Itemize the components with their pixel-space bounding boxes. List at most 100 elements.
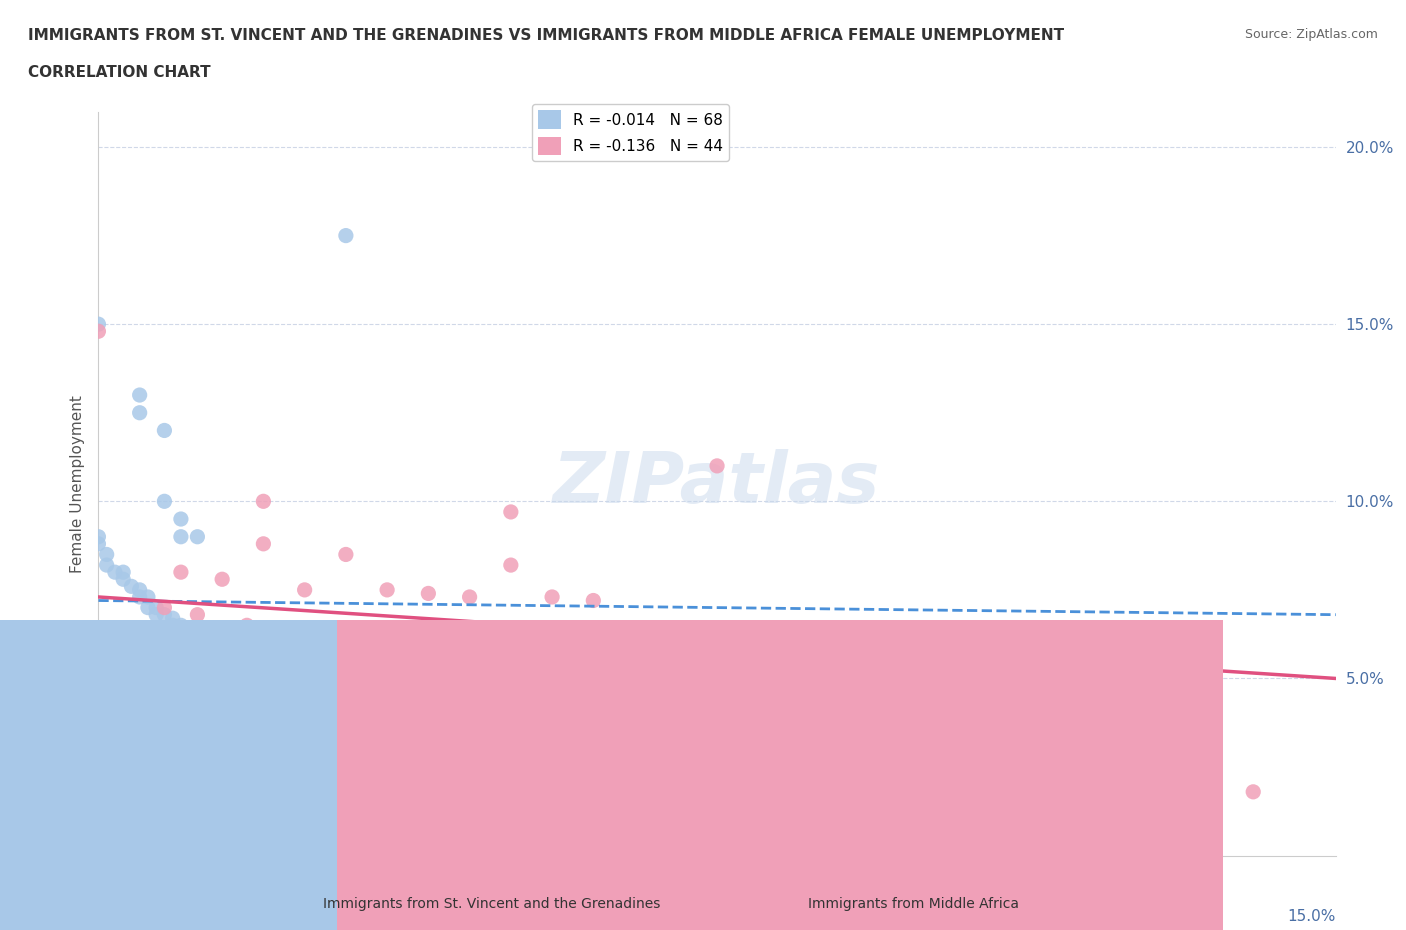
Text: 0.0%: 0.0% — [98, 909, 138, 923]
Immigrants from Middle Africa — [912, 692, 935, 707]
Immigrants from St. Vincent and the Grenadines — [260, 650, 283, 665]
Immigrants from Middle Africa — [318, 635, 340, 650]
Immigrants from Middle Africa — [252, 537, 274, 551]
Immigrants from St. Vincent and the Grenadines — [162, 735, 184, 750]
Immigrants from Middle Africa — [294, 582, 316, 597]
Immigrants from St. Vincent and the Grenadines — [87, 317, 110, 332]
Immigrants from St. Vincent and the Grenadines — [170, 529, 193, 544]
Immigrants from Middle Africa — [236, 618, 259, 632]
Immigrants from St. Vincent and the Grenadines — [277, 653, 299, 668]
Immigrants from St. Vincent and the Grenadines — [375, 664, 398, 679]
Immigrants from Middle Africa — [352, 643, 374, 658]
Immigrants from St. Vincent and the Grenadines — [335, 228, 357, 243]
Immigrants from St. Vincent and the Grenadines — [87, 537, 110, 551]
Immigrants from St. Vincent and the Grenadines — [128, 590, 150, 604]
Immigrants from Middle Africa — [211, 572, 233, 587]
Immigrants from Middle Africa — [1077, 671, 1099, 686]
Immigrants from St. Vincent and the Grenadines — [104, 682, 127, 697]
Immigrants from St. Vincent and the Grenadines — [194, 629, 217, 644]
Immigrants from St. Vincent and the Grenadines — [104, 565, 127, 579]
Immigrants from Middle Africa — [541, 590, 564, 604]
Immigrants from St. Vincent and the Grenadines — [112, 689, 135, 704]
Immigrants from Middle Africa — [789, 664, 811, 679]
Immigrants from Middle Africa — [582, 593, 605, 608]
Immigrants from Middle Africa — [582, 713, 605, 728]
Immigrants from St. Vincent and the Grenadines — [162, 611, 184, 626]
Immigrants from St. Vincent and the Grenadines — [294, 777, 316, 792]
Immigrants from St. Vincent and the Grenadines — [179, 621, 201, 636]
Immigrants from St. Vincent and the Grenadines — [128, 388, 150, 403]
Immigrants from Middle Africa — [484, 653, 506, 668]
Immigrants from St. Vincent and the Grenadines — [335, 830, 357, 845]
Immigrants from Middle Africa — [582, 770, 605, 785]
Immigrants from St. Vincent and the Grenadines — [170, 618, 193, 632]
Immigrants from Middle Africa — [418, 586, 440, 601]
Immigrants from St. Vincent and the Grenadines — [87, 671, 110, 686]
Immigrants from St. Vincent and the Grenadines — [120, 692, 142, 707]
Immigrants from Middle Africa — [153, 600, 176, 615]
Immigrants from St. Vincent and the Grenadines — [219, 639, 242, 654]
Immigrants from St. Vincent and the Grenadines — [153, 494, 176, 509]
Immigrants from St. Vincent and the Grenadines — [112, 565, 135, 579]
Immigrants from Middle Africa — [599, 671, 621, 686]
Immigrants from Middle Africa — [87, 324, 110, 339]
Immigrants from St. Vincent and the Grenadines — [87, 529, 110, 544]
Immigrants from St. Vincent and the Grenadines — [202, 635, 225, 650]
Immigrants from St. Vincent and the Grenadines — [145, 607, 167, 622]
Immigrants from St. Vincent and the Grenadines — [243, 646, 266, 661]
Immigrants from St. Vincent and the Grenadines — [194, 635, 217, 650]
Immigrants from Middle Africa — [375, 582, 398, 597]
Immigrants from St. Vincent and the Grenadines — [294, 657, 316, 671]
Immigrants from St. Vincent and the Grenadines — [136, 600, 159, 615]
Immigrants from St. Vincent and the Grenadines — [211, 760, 233, 775]
Immigrants from St. Vincent and the Grenadines — [309, 657, 332, 671]
Immigrants from St. Vincent and the Grenadines — [153, 607, 176, 622]
Immigrants from St. Vincent and the Grenadines — [360, 664, 382, 679]
Immigrants from Middle Africa — [994, 696, 1017, 711]
Immigrants from St. Vincent and the Grenadines — [170, 749, 193, 764]
Immigrants from St. Vincent and the Grenadines — [252, 770, 274, 785]
Immigrants from Middle Africa — [269, 625, 291, 640]
Immigrants from Middle Africa — [170, 565, 193, 579]
Immigrants from St. Vincent and the Grenadines — [236, 643, 259, 658]
Immigrants from Middle Africa — [252, 494, 274, 509]
Immigrants from Middle Africa — [516, 660, 538, 675]
Immigrants from St. Vincent and the Grenadines — [335, 660, 357, 675]
Immigrants from Middle Africa — [830, 685, 852, 700]
Immigrants from Middle Africa — [401, 646, 423, 661]
Text: Immigrants from St. Vincent and the Grenadines: Immigrants from St. Vincent and the Gren… — [323, 897, 661, 911]
Immigrants from St. Vincent and the Grenadines — [228, 643, 250, 658]
Immigrants from Middle Africa — [747, 724, 769, 739]
Immigrants from St. Vincent and the Grenadines — [153, 724, 176, 739]
Immigrants from St. Vincent and the Grenadines — [128, 699, 150, 714]
Text: CORRELATION CHART: CORRELATION CHART — [28, 65, 211, 80]
Immigrants from St. Vincent and the Grenadines — [252, 646, 274, 661]
Immigrants from St. Vincent and the Grenadines — [211, 635, 233, 650]
Immigrants from St. Vincent and the Grenadines — [252, 820, 274, 835]
Immigrants from St. Vincent and the Grenadines — [153, 423, 176, 438]
Immigrants from Middle Africa — [335, 547, 357, 562]
Immigrants from St. Vincent and the Grenadines — [170, 512, 193, 526]
Immigrants from Middle Africa — [912, 777, 935, 792]
Immigrants from St. Vincent and the Grenadines — [418, 668, 440, 683]
Immigrants from Middle Africa — [499, 558, 522, 573]
Immigrants from Middle Africa — [433, 650, 456, 665]
Immigrants from St. Vincent and the Grenadines — [96, 547, 118, 562]
Immigrants from St. Vincent and the Grenadines — [179, 625, 201, 640]
Immigrants from Middle Africa — [747, 678, 769, 693]
Immigrants from St. Vincent and the Grenadines — [136, 590, 159, 604]
Immigrants from Middle Africa — [1160, 784, 1182, 799]
Immigrants from Middle Africa — [665, 671, 688, 686]
Immigrants from Middle Africa — [706, 458, 728, 473]
Immigrants from St. Vincent and the Grenadines — [458, 671, 481, 686]
Immigrants from St. Vincent and the Grenadines — [162, 618, 184, 632]
Immigrants from St. Vincent and the Grenadines — [186, 629, 208, 644]
Text: IMMIGRANTS FROM ST. VINCENT AND THE GRENADINES VS IMMIGRANTS FROM MIDDLE AFRICA : IMMIGRANTS FROM ST. VINCENT AND THE GREN… — [28, 28, 1064, 43]
Immigrants from Middle Africa — [665, 717, 688, 732]
Immigrants from Middle Africa — [870, 664, 893, 679]
Immigrants from St. Vincent and the Grenadines — [375, 784, 398, 799]
Text: Source: ZipAtlas.com: Source: ZipAtlas.com — [1244, 28, 1378, 41]
Immigrants from St. Vincent and the Grenadines — [128, 405, 150, 420]
Y-axis label: Female Unemployment: Female Unemployment — [69, 394, 84, 573]
Immigrants from Middle Africa — [953, 664, 976, 679]
